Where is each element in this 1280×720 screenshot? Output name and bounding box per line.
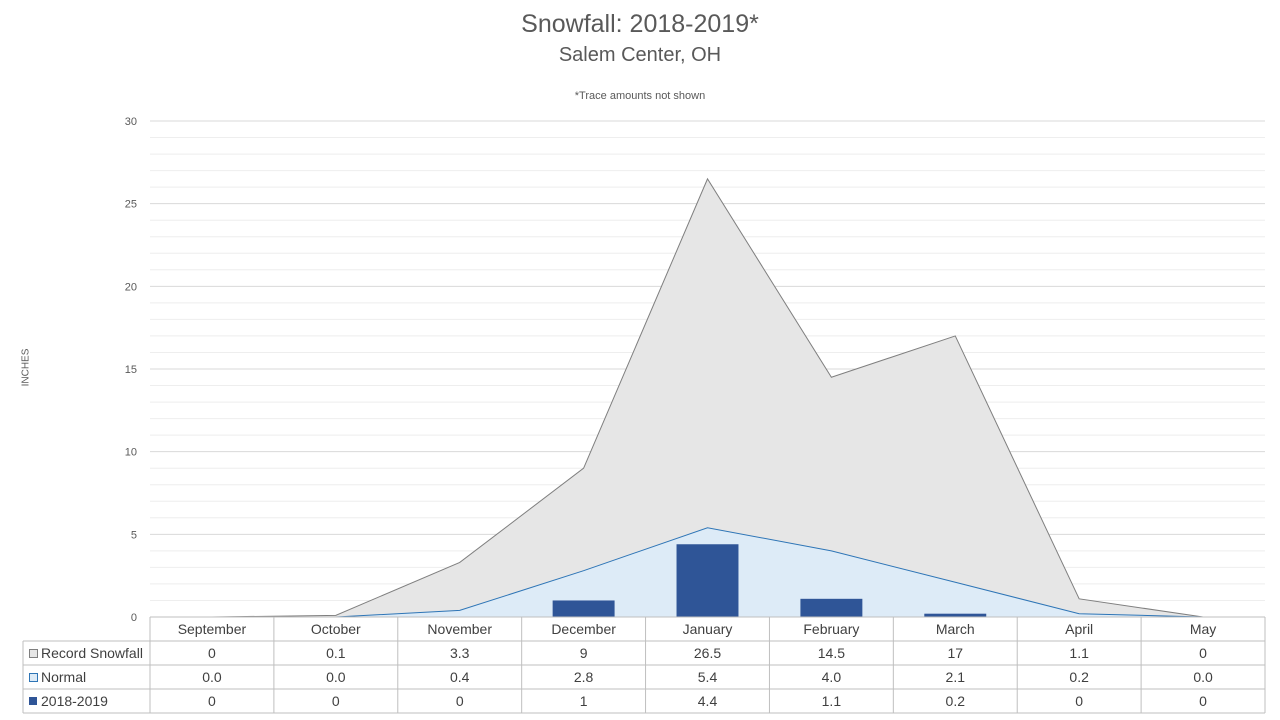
table-cell: 0 [1199, 645, 1207, 661]
table-cell: 4.0 [822, 669, 842, 685]
legend-key-normal [29, 673, 38, 682]
category-label-april: April [1065, 621, 1093, 637]
table-cell: 0 [208, 645, 216, 661]
table-cell: 1 [580, 693, 588, 709]
y-tick-label: 10 [125, 447, 137, 459]
table-cell: 2.1 [946, 669, 966, 685]
category-label-december: December [551, 621, 616, 637]
category-label-september: September [178, 621, 247, 637]
legend-key-record-snowfall [29, 649, 38, 658]
bar-january [676, 544, 739, 617]
table-cell: 26.5 [694, 645, 721, 661]
table-cell: 17 [947, 645, 963, 661]
y-tick-label: 15 [125, 364, 137, 376]
bar-march [924, 613, 987, 617]
table-cell: 1.1 [822, 693, 842, 709]
table-cell: 0.0 [1193, 669, 1213, 685]
legend-label-2018-2019: 2018-2019 [41, 693, 108, 709]
chart-note: *Trace amounts not shown [574, 90, 706, 102]
area-line-record-snowfall [211, 177, 1204, 618]
legend-key-2018-2019 [29, 697, 37, 705]
chart-title: Snowfall: 2018-2019* [521, 10, 759, 38]
table-cell: 0 [332, 693, 340, 709]
table-cell: 2.8 [574, 669, 594, 685]
y-tick-label: 5 [131, 529, 137, 541]
y-tick-label: 0 [131, 612, 137, 624]
category-label-february: February [803, 621, 859, 637]
category-label-january: January [683, 621, 733, 637]
table-cell: 0.0 [202, 669, 222, 685]
y-tick-label: 25 [125, 199, 137, 211]
category-label-may: May [1190, 621, 1216, 637]
y-axis: 0 5 10 15 20 25 30 [125, 116, 137, 624]
table-cell: 14.5 [818, 645, 845, 661]
data-table: September October November December January F… [22, 616, 1266, 714]
table-cell: 0.2 [1069, 669, 1089, 685]
bar-december [552, 600, 615, 617]
category-label-october: October [311, 621, 361, 637]
area-fill-record-snowfall [211, 178, 1204, 617]
table-cell: 0.4 [450, 669, 470, 685]
category-label-november: November [427, 621, 492, 637]
y-tick-label: 30 [125, 116, 137, 128]
area-line-normal [211, 527, 1204, 618]
table-cell: 0 [456, 693, 464, 709]
table-cell: 0 [1199, 693, 1207, 709]
legend-label-record-snowfall: Record Snowfall [41, 645, 143, 661]
table-cell: 0 [208, 693, 216, 709]
table-cell: 3.3 [450, 645, 470, 661]
category-label-march: March [936, 621, 975, 637]
table-cell: 0 [1075, 693, 1083, 709]
legend-label-normal: Normal [41, 669, 86, 685]
bar-february [800, 598, 863, 617]
table-cell: 0.0 [326, 669, 346, 685]
table-cell: 0.2 [946, 693, 966, 709]
table-cell: 9 [580, 645, 588, 661]
table-cell: 5.4 [698, 669, 718, 685]
series-layer [211, 177, 1204, 618]
chart-subtitle: Salem Center, OH [558, 44, 722, 66]
table-cell: 1.1 [1069, 645, 1089, 661]
table-cell: 0.1 [326, 645, 346, 661]
y-tick-label: 20 [125, 281, 137, 293]
table-cell: 4.4 [698, 693, 718, 709]
